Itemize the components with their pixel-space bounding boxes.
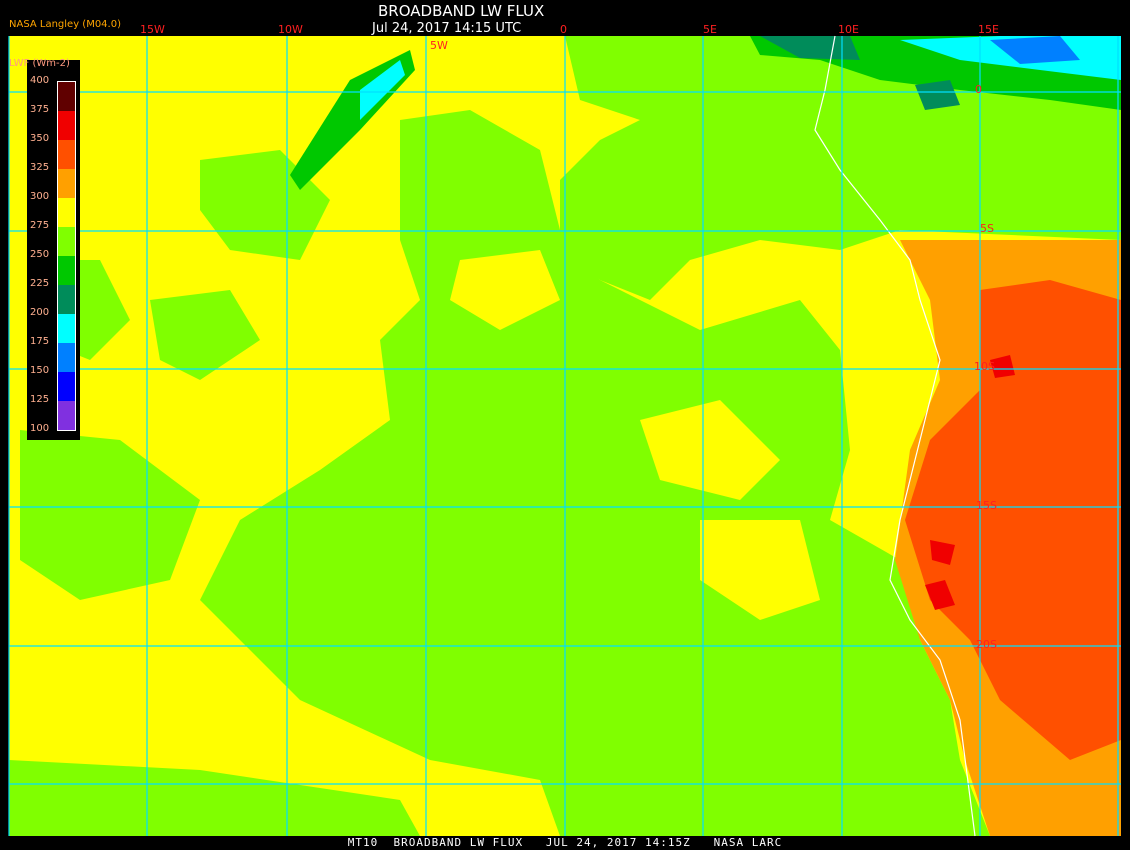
lat-label: 20S [976,638,997,651]
lat-label: 5S [980,222,994,235]
lat-label: 15S [976,499,997,512]
legend-swatch [58,198,75,227]
lon-label: 5E [703,23,717,36]
legend-title: LWF (Wm-2) [9,58,70,69]
legend-tick: 175 [30,336,50,347]
legend-swatch [58,401,75,430]
legend-tick: 400 [30,75,50,86]
legend-tick: 375 [30,104,50,115]
lon-label: 10E [838,23,859,36]
legend-tick: 150 [30,365,50,376]
legend-swatch [58,227,75,256]
legend-swatch [58,343,75,372]
legend-tick: 100 [30,423,50,434]
legend-tick: 300 [30,191,50,202]
legend-tick: 325 [30,162,50,173]
lon-label: 15W [140,23,165,36]
legend-tick: 225 [30,278,50,289]
legend-swatch [58,111,75,140]
lat-label: 10S [974,360,995,373]
legend-tick: 200 [30,307,50,318]
provider-label: NASA Langley (M04.0) [9,19,121,30]
coastline [814,35,976,837]
lon-label: 15E [978,23,999,36]
lon-label: 10W [278,23,303,36]
lat-label: 0 [975,83,982,96]
lon-label: 0 [560,23,567,36]
legend-swatch [58,169,75,198]
legend-tick: 275 [30,220,50,231]
color-bar [57,81,76,431]
map-timestamp: Jul 24, 2017 14:15 UTC [372,21,522,36]
color-legend: 400 375 350 325 300 275 250 225 200 175 150 125 100 [27,60,80,440]
map-title: BROADBAND LW FLUX [378,2,545,20]
legend-tick: 125 [30,394,50,405]
legend-swatch [58,256,75,285]
legend-swatch [58,82,75,111]
footer-caption: MT10 BROADBAND LW FLUX JUL 24, 2017 14:1… [347,836,783,849]
legend-swatch [58,285,75,314]
legend-swatch [58,140,75,169]
legend-tick: 350 [30,133,50,144]
lon-label: 5W [430,39,448,52]
yellow-clear-patches [450,250,820,620]
legend-swatch [58,372,75,401]
graticule [8,36,1121,836]
legend-tick: 250 [30,249,50,260]
legend-swatch [58,314,75,343]
warm-land-region [895,240,1121,836]
